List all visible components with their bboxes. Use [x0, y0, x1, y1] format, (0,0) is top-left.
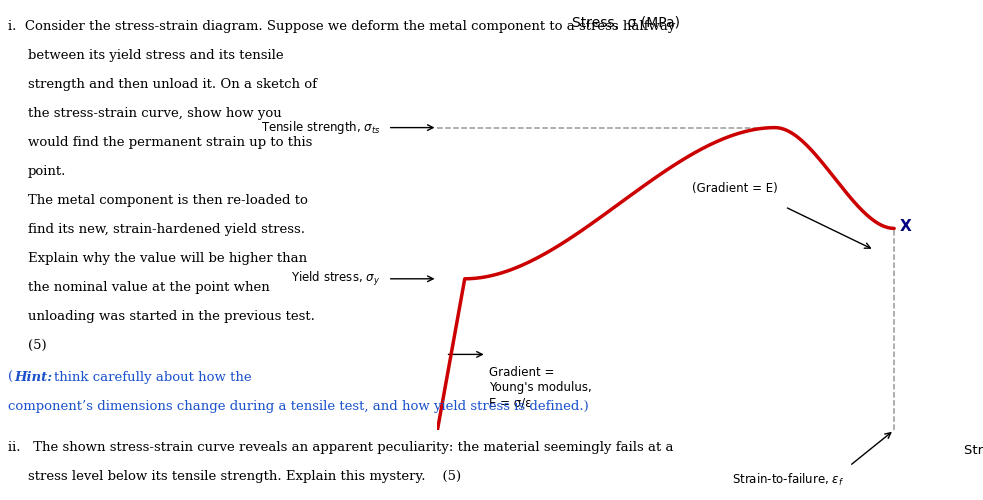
Text: Stress,  σ (MPa): Stress, σ (MPa) [572, 16, 680, 30]
Text: component’s dimensions change during a tensile test, and how yield stress is def: component’s dimensions change during a t… [8, 400, 589, 412]
Text: unloading was started in the previous test.: unloading was started in the previous te… [28, 310, 315, 323]
Text: Gradient =
Young's modulus,
E = σ/ε: Gradient = Young's modulus, E = σ/ε [490, 366, 592, 410]
Text: find its new, strain-hardened yield stress.: find its new, strain-hardened yield stre… [28, 223, 305, 236]
Text: between its yield stress and its tensile: between its yield stress and its tensile [28, 49, 283, 62]
Text: (Gradient = E): (Gradient = E) [692, 182, 779, 196]
Text: point.: point. [28, 165, 66, 178]
Text: Yield stress, $\sigma_y$: Yield stress, $\sigma_y$ [291, 270, 380, 288]
Text: strength and then unload it. On a sketch of: strength and then unload it. On a sketch… [28, 78, 317, 91]
Text: i.  Consider the stress-strain diagram. Suppose we deform the metal component to: i. Consider the stress-strain diagram. S… [8, 20, 675, 33]
Text: think carefully about how the: think carefully about how the [54, 370, 252, 384]
Text: (5): (5) [28, 339, 46, 352]
Text: the nominal value at the point when: the nominal value at the point when [28, 281, 269, 294]
Text: would find the permanent strain up to this: would find the permanent strain up to th… [28, 136, 312, 149]
Text: (: ( [8, 370, 13, 384]
Text: Tensile strength, $\sigma_{ts}$: Tensile strength, $\sigma_{ts}$ [260, 119, 380, 136]
Text: ii.   The shown stress-strain curve reveals an apparent peculiarity: the materia: ii. The shown stress-strain curve reveal… [8, 441, 673, 454]
Text: the stress-strain curve, show how you: the stress-strain curve, show how you [28, 107, 281, 120]
Text: stress level below its tensile strength. Explain this mystery.    (5): stress level below its tensile strength.… [28, 470, 461, 483]
Text: The metal component is then re-loaded to: The metal component is then re-loaded to [28, 194, 308, 207]
Text: X: X [900, 219, 912, 234]
Text: Explain why the value will be higher than: Explain why the value will be higher tha… [28, 252, 307, 265]
Text: Hint:: Hint: [15, 370, 53, 384]
Text: Strain-to-failure, $\varepsilon_f$: Strain-to-failure, $\varepsilon_f$ [732, 472, 844, 488]
Text: Strain, ε (%): Strain, ε (%) [963, 444, 983, 458]
